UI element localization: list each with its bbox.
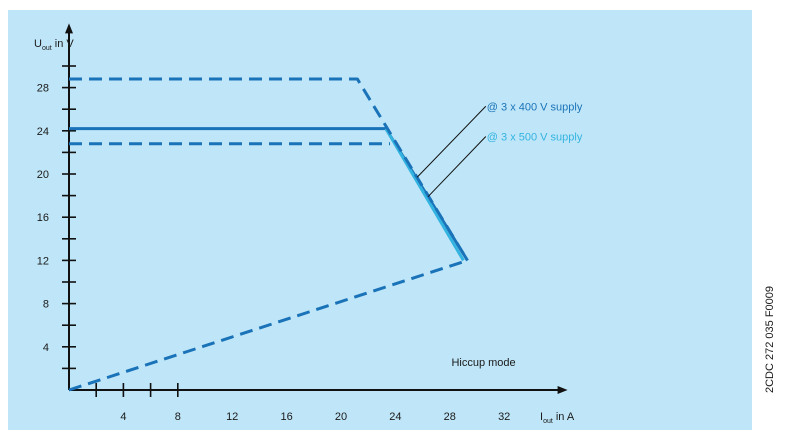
y-tick-label: 24 bbox=[37, 126, 49, 138]
series-line-2 bbox=[69, 77, 469, 262]
x-tick-label: 32 bbox=[498, 411, 510, 423]
series-line-4 bbox=[68, 258, 468, 392]
y-tick-label: 12 bbox=[37, 255, 49, 267]
annotation-label-1: @ 3 x 500 V supply bbox=[487, 132, 583, 144]
x-tick-label: 24 bbox=[389, 411, 401, 423]
series-line-1 bbox=[384, 127, 465, 262]
series-group bbox=[68, 77, 469, 392]
y-axis-arrow bbox=[65, 23, 73, 34]
x-tick-label: 12 bbox=[226, 411, 238, 423]
annotation-label-0: @ 3 x 400 V supply bbox=[487, 101, 583, 113]
series-line-0 bbox=[69, 127, 469, 262]
y-tick-label: 20 bbox=[37, 169, 49, 181]
x-tick-label: 16 bbox=[280, 411, 292, 423]
annotations: @ 3 x 400 V supply @ 3 x 500 V supply Hicc… bbox=[416, 101, 583, 369]
y-tick-label: 16 bbox=[37, 212, 49, 224]
annotation-label-2: Hiccup mode bbox=[451, 357, 515, 369]
y-tick-label: 4 bbox=[43, 342, 49, 354]
x-axis-arrow bbox=[557, 386, 568, 394]
x-axis-title: Iout in A bbox=[540, 411, 575, 425]
x-tick-label: 8 bbox=[175, 411, 181, 423]
x-tick-label: 4 bbox=[120, 411, 126, 423]
axes: 4 8 12 16 20 24 28 4 8 12 16 20 24 28 32 Uout in V Iout … bbox=[34, 23, 575, 425]
y-tick-label: 8 bbox=[43, 299, 49, 311]
annotation-pointer-0 bbox=[416, 105, 487, 178]
x-tick-label: 20 bbox=[335, 411, 347, 423]
x-tick-label: 28 bbox=[444, 411, 456, 423]
figure-code: 2CDC 272 035 F0009 bbox=[764, 285, 776, 393]
annotation-pointer-1 bbox=[427, 136, 487, 198]
y-axis-title: Uout in V bbox=[34, 38, 74, 52]
y-tick-label: 28 bbox=[37, 83, 49, 95]
